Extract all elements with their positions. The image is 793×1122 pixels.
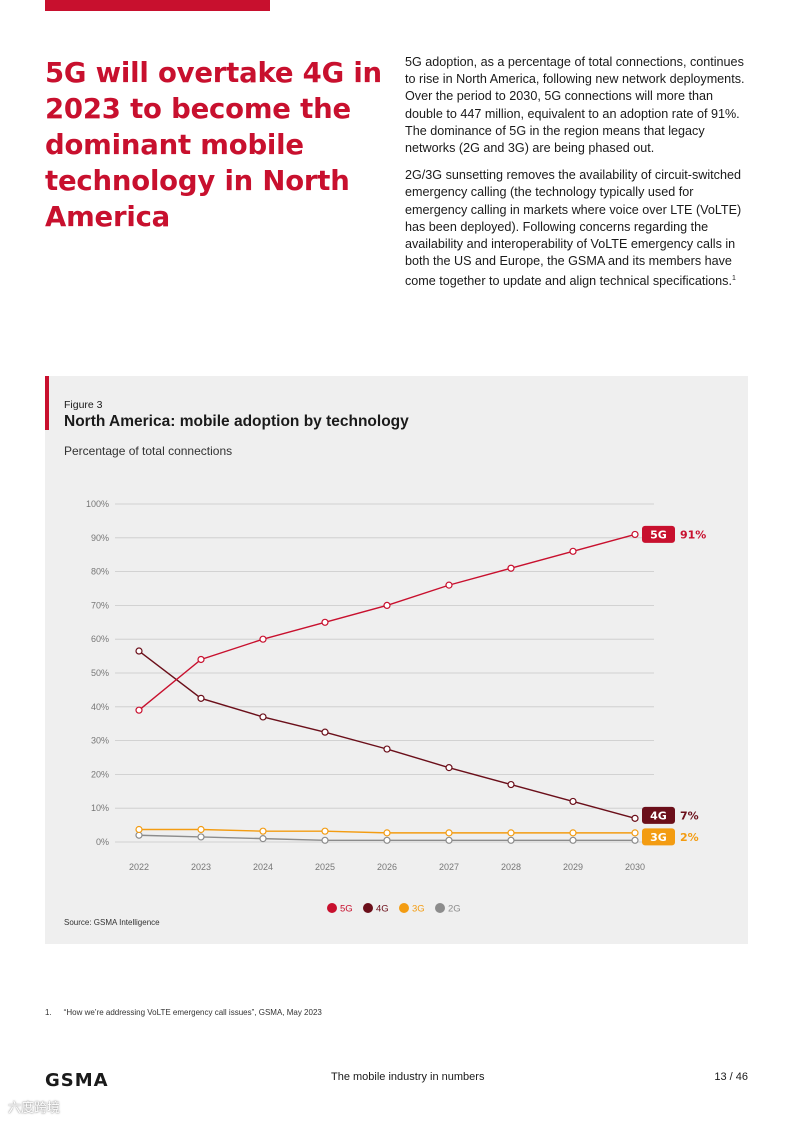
end-badge-label-5g: 5G <box>650 528 667 541</box>
intro-text: 5G adoption, as a percentage of total co… <box>405 54 750 301</box>
end-badge-4g <box>642 806 675 824</box>
legend-label-4g: 4G <box>376 904 389 915</box>
data-point-4g <box>631 814 639 822</box>
legend-swatch-2g <box>435 903 445 913</box>
data-point-2g <box>383 836 391 844</box>
figure-title: North America: mobile adoption by techno… <box>64 413 409 430</box>
figure-subtitle: Percentage of total connections <box>64 444 233 458</box>
data-point-3g <box>135 825 143 834</box>
end-badge-3g <box>642 828 675 846</box>
x-tick-label: 2022 <box>129 862 149 872</box>
footnote: 1. “How we’re addressing VoLTE emergency … <box>45 1008 322 1017</box>
gsma-logo: GSMA <box>45 1070 109 1091</box>
end-badge-5g <box>642 525 675 543</box>
footer-title: The mobile industry in numbers <box>331 1071 485 1083</box>
y-tick-label: 100% <box>86 499 109 509</box>
data-point-5g <box>259 635 267 643</box>
data-point-2g <box>321 836 329 844</box>
figure-panel: Figure 3 North America: mobile adoption … <box>45 376 748 944</box>
data-point-2g <box>569 836 577 844</box>
footnote-text: “How we’re addressing VoLTE emergency ca… <box>63 1008 322 1017</box>
data-point-3g <box>383 829 391 837</box>
data-point-5g <box>569 547 577 555</box>
y-tick-label: 10% <box>91 803 109 813</box>
figure-accent-bar <box>45 376 49 430</box>
y-tick-label: 70% <box>91 600 109 610</box>
data-point-3g <box>569 829 577 837</box>
data-point-3g <box>197 825 205 834</box>
x-tick-label: 2030 <box>625 862 645 872</box>
page-number: 13 / 46 <box>714 1071 748 1083</box>
y-tick-label: 80% <box>91 567 109 577</box>
data-point-2g <box>507 836 515 844</box>
x-tick-label: 2026 <box>377 862 397 872</box>
data-point-3g <box>259 827 267 835</box>
end-value-label-3g: 2% <box>680 831 699 844</box>
data-point-4g <box>383 745 391 753</box>
y-tick-label: 30% <box>91 736 109 746</box>
series-line-4g <box>138 650 636 820</box>
data-point-4g <box>197 694 205 702</box>
x-tick-label: 2027 <box>439 862 459 872</box>
y-tick-label: 20% <box>91 769 109 779</box>
data-point-2g <box>197 833 205 841</box>
data-point-4g <box>569 797 577 806</box>
y-tick-label: 50% <box>91 668 109 678</box>
line-chart: 0% 10% 20% 30% 40% 50% 60% 70% 80% 90% 100% 2022 202… <box>86 499 706 915</box>
intro-paragraph-1: 5G adoption, as a percentage of total co… <box>405 55 745 156</box>
series-line-5g <box>138 533 636 711</box>
data-point-4g <box>507 780 515 789</box>
data-point-3g <box>445 829 453 837</box>
data-point-2g <box>631 836 639 844</box>
data-point-4g <box>259 713 267 721</box>
data-point-4g <box>135 647 143 655</box>
data-point-5g <box>445 581 453 589</box>
intro-paragraph-2: 2G/3G sunsetting removes the availabilit… <box>405 167 750 291</box>
data-point-5g <box>631 530 639 539</box>
data-point-2g <box>259 835 267 843</box>
legend-swatch-3g <box>399 903 409 913</box>
y-tick-label: 60% <box>91 634 109 644</box>
data-point-4g <box>445 764 453 772</box>
data-point-5g <box>135 706 143 714</box>
data-point-5g <box>507 564 515 572</box>
data-point-4g <box>321 728 329 736</box>
footnote-number: 1. <box>45 1008 52 1017</box>
data-point-2g <box>135 831 143 839</box>
y-tick-label: 90% <box>91 533 109 543</box>
watermark: 六度跨境 <box>8 1100 61 1115</box>
x-tick-label: 2029 <box>563 862 583 872</box>
legend-label-3g: 3G <box>412 904 425 915</box>
data-point-2g <box>445 836 453 844</box>
data-point-5g <box>197 655 205 664</box>
data-point-3g <box>507 829 515 837</box>
page-headline: 5G will overtake 4G in 2023 to become th… <box>45 57 382 233</box>
end-value-label-5g: 91% <box>680 528 706 541</box>
footnote-ref[interactable]: 1 <box>731 275 736 283</box>
x-tick-label: 2028 <box>501 862 521 872</box>
figure-source: Source: GSMA Intelligence <box>64 918 160 927</box>
end-value-label-4g: 7% <box>680 809 699 822</box>
data-point-5g <box>321 618 329 626</box>
legend-swatch-5g <box>327 903 337 913</box>
y-tick-label: 0% <box>96 837 109 847</box>
legend-swatch-4g <box>363 903 373 913</box>
top-accent-bar <box>45 0 270 11</box>
x-tick-label: 2023 <box>191 862 211 872</box>
legend-label-5g: 5G <box>340 904 353 915</box>
data-point-3g <box>321 827 329 835</box>
x-tick-label: 2025 <box>315 862 335 872</box>
data-point-5g <box>383 601 391 609</box>
data-point-3g <box>631 829 639 837</box>
figure-label: Figure 3 <box>64 399 103 411</box>
legend-label-2g: 2G <box>448 904 461 915</box>
end-badge-label-4g: 4G <box>650 809 667 822</box>
x-tick-label: 2024 <box>253 862 273 872</box>
end-badge-label-3g: 3G <box>650 831 667 844</box>
intro-paragraph-2-text: 2G/3G sunsetting removes the availabilit… <box>405 168 742 289</box>
y-tick-label: 40% <box>91 702 109 712</box>
